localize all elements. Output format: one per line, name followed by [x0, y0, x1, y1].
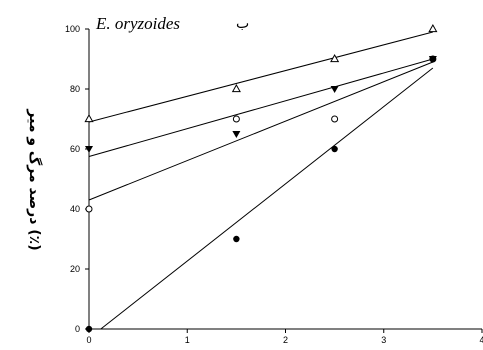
data-point-open-triangle — [428, 23, 438, 33]
y-tick-label: 60 — [70, 144, 80, 154]
data-point-filled-down-triangle — [232, 131, 241, 138]
y-tick-label: 40 — [70, 204, 80, 214]
fit-line-3 — [88, 61, 434, 201]
x-tick-label: 4 — [479, 335, 483, 345]
panel-label: ب — [236, 16, 249, 32]
y-tick-label: 80 — [70, 84, 80, 94]
x-tick-label: 3 — [381, 335, 386, 345]
fit-line-1 — [88, 31, 434, 123]
data-point-filled-down-triangle — [85, 146, 93, 153]
data-point-open-triangle — [330, 53, 340, 63]
data-point-filled-down-triangle — [330, 86, 339, 93]
data-point-filled-circle — [85, 325, 93, 333]
fit-line-4 — [100, 67, 434, 330]
y-axis-label: درصد مرگ و میر (٪) — [26, 108, 43, 250]
axes — [88, 29, 482, 330]
data-point-open-circle — [85, 205, 93, 213]
x-tick-label: 1 — [185, 335, 190, 345]
data-point-open-circle — [232, 115, 240, 123]
data-point-filled-circle — [331, 145, 338, 153]
chart-title: E. oryzoides — [95, 14, 180, 33]
y-tick-label: 100 — [65, 24, 80, 34]
markers — [84, 23, 438, 333]
data-point-open-triangle — [84, 113, 94, 123]
fit-lines — [88, 31, 434, 330]
x-tick-label: 2 — [283, 335, 288, 345]
data-point-filled-circle — [233, 235, 240, 243]
y-tick-label: 20 — [70, 264, 80, 274]
data-point-open-triangle — [231, 83, 241, 93]
y-tick-label: 0 — [75, 324, 80, 334]
x-tick-label: 0 — [86, 335, 91, 345]
data-point-filled-circle — [429, 55, 437, 63]
data-point-open-circle — [331, 115, 339, 123]
fit-line-2 — [88, 58, 434, 157]
